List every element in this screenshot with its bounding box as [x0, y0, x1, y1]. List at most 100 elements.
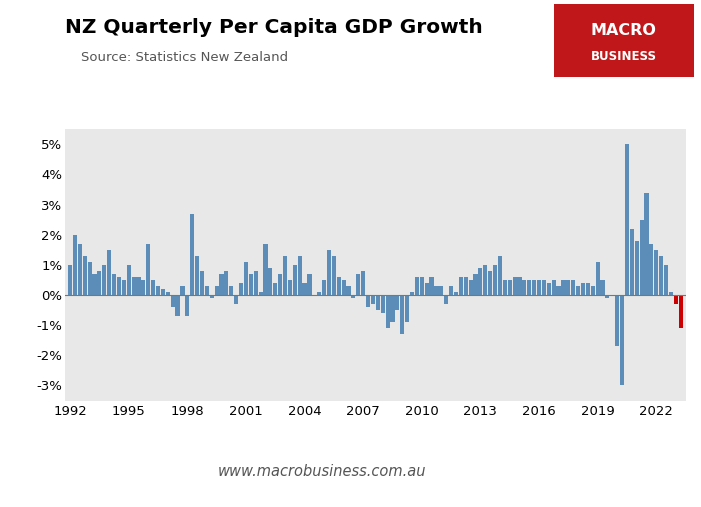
Bar — [420, 277, 424, 295]
Bar — [566, 280, 571, 295]
Bar — [454, 292, 458, 295]
Bar — [185, 295, 189, 316]
Bar — [142, 280, 145, 295]
Text: NZ Quarterly Per Capita GDP Growth: NZ Quarterly Per Capita GDP Growth — [65, 18, 483, 37]
Bar — [552, 280, 556, 295]
Bar — [425, 283, 429, 295]
Bar — [449, 286, 453, 295]
Bar — [527, 280, 531, 295]
Bar — [356, 274, 360, 295]
Bar — [576, 286, 580, 295]
Bar — [180, 286, 184, 295]
Bar — [634, 241, 639, 295]
Bar — [234, 295, 238, 304]
Bar — [410, 292, 414, 295]
Bar — [478, 268, 482, 295]
Bar — [336, 277, 341, 295]
Bar — [463, 277, 468, 295]
Bar — [132, 277, 136, 295]
Bar — [586, 283, 590, 295]
Bar — [88, 262, 92, 295]
Bar — [161, 289, 165, 295]
Bar — [639, 220, 644, 295]
Bar — [93, 274, 97, 295]
Bar — [669, 292, 673, 295]
Bar — [122, 280, 126, 295]
Bar — [249, 274, 253, 295]
Bar — [264, 244, 268, 295]
Bar — [278, 274, 283, 295]
Bar — [405, 295, 409, 322]
Bar — [239, 283, 243, 295]
Bar — [386, 295, 390, 328]
Bar — [601, 280, 604, 295]
Bar — [127, 265, 131, 295]
Bar — [644, 193, 648, 295]
Bar — [112, 274, 116, 295]
Bar — [346, 286, 350, 295]
Bar — [224, 271, 229, 295]
Bar — [351, 295, 355, 298]
Bar — [73, 235, 77, 295]
Bar — [620, 295, 624, 385]
Bar — [654, 250, 658, 295]
Bar — [205, 286, 209, 295]
Bar — [302, 283, 306, 295]
Bar — [542, 280, 546, 295]
Bar — [107, 250, 111, 295]
Bar — [268, 268, 273, 295]
Bar — [537, 280, 541, 295]
Bar — [341, 280, 346, 295]
Bar — [165, 292, 170, 295]
Bar — [390, 295, 395, 322]
Bar — [229, 286, 233, 295]
Bar — [440, 286, 444, 295]
Text: Source: Statistics New Zealand: Source: Statistics New Zealand — [81, 51, 287, 64]
Bar — [215, 286, 219, 295]
Bar — [400, 295, 404, 334]
Text: www.macrobusiness.com.au: www.macrobusiness.com.au — [218, 464, 427, 479]
Bar — [508, 280, 512, 295]
Bar — [175, 295, 179, 316]
Bar — [293, 265, 297, 295]
Bar — [151, 280, 155, 295]
Bar — [259, 292, 263, 295]
Bar — [493, 265, 497, 295]
Bar — [254, 271, 258, 295]
Bar — [615, 295, 619, 346]
Bar — [498, 256, 502, 295]
Bar — [483, 265, 487, 295]
Bar — [332, 256, 336, 295]
Bar — [137, 277, 140, 295]
Bar — [381, 295, 385, 313]
Bar — [190, 213, 194, 295]
Bar — [298, 256, 301, 295]
Bar — [97, 271, 102, 295]
Bar — [625, 144, 629, 295]
Bar — [147, 244, 150, 295]
Bar — [366, 295, 370, 307]
Bar — [659, 256, 663, 295]
Bar — [517, 277, 522, 295]
Bar — [591, 286, 595, 295]
Bar — [664, 265, 668, 295]
Bar — [83, 256, 87, 295]
Bar — [156, 286, 160, 295]
Bar — [170, 295, 175, 307]
Bar — [273, 283, 278, 295]
Bar — [679, 295, 683, 328]
Bar — [596, 262, 600, 295]
Bar — [522, 280, 526, 295]
Bar — [195, 256, 199, 295]
Bar — [415, 277, 419, 295]
Bar — [458, 277, 463, 295]
Bar — [317, 292, 321, 295]
Bar — [571, 280, 576, 295]
Text: BUSINESS: BUSINESS — [591, 50, 657, 63]
Bar — [512, 277, 517, 295]
Bar — [371, 295, 375, 304]
Bar — [288, 280, 292, 295]
Bar — [581, 283, 585, 295]
Bar — [200, 271, 204, 295]
Bar — [395, 295, 400, 310]
